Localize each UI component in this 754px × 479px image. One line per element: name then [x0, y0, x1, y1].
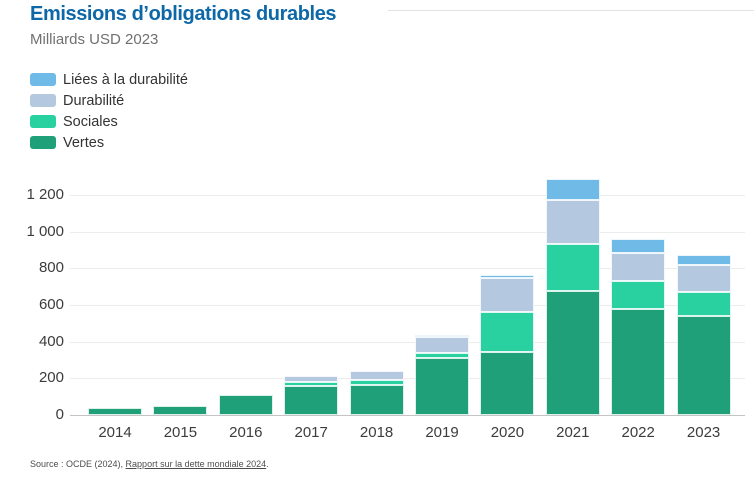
legend-item-0[interactable]: Liées à la durabilité [30, 69, 188, 90]
gridline-200 [70, 378, 745, 380]
legend-item-1[interactable]: Durabilité [30, 90, 188, 111]
legend-label: Sociales [63, 113, 118, 130]
chart-subtitle: Milliards USD 2023 [30, 31, 159, 48]
bar-2023 [676, 254, 731, 415]
top-border-line [388, 10, 754, 11]
bar-segment-2020-Durabilité[interactable] [480, 278, 535, 313]
bar-segment-2022-Durabilité[interactable] [611, 252, 666, 282]
bar-segment-2015-Vertes[interactable] [153, 405, 208, 415]
legend-swatch [30, 73, 56, 86]
legend-item-2[interactable]: Sociales [30, 111, 188, 132]
legend: Liées à la durabilité Durabilité Sociales V… [30, 69, 188, 153]
y-tick-label-600: 600 [38, 295, 64, 313]
legend-label: Vertes [63, 134, 105, 151]
bar-segment-2020-Liées à la durabilité[interactable] [480, 274, 535, 279]
bar-segment-2017-Durabilité[interactable] [284, 376, 339, 382]
bar-segment-2019-Vertes[interactable] [415, 358, 469, 415]
chart-title: Emissions d’obligations durables [30, 3, 337, 25]
bar-segment-2021-Durabilité[interactable] [545, 199, 600, 245]
x-axis-line [70, 415, 745, 416]
bar-segment-2014-Vertes[interactable] [88, 407, 142, 415]
bar-2020 [480, 274, 535, 415]
bar-segment-2019-Durabilité[interactable] [415, 337, 469, 353]
x-tick-label-2018: 2018 [359, 424, 394, 441]
bar-2017 [284, 376, 339, 415]
bar-segment-2018-Vertes[interactable] [349, 384, 404, 415]
gridline-800 [70, 268, 745, 270]
source-link[interactable]: Rapport sur la dette mondiale 2024 [125, 459, 267, 469]
source-prefix: Source : OCDE (2024), [30, 459, 126, 469]
x-tick-label-2023: 2023 [686, 424, 721, 441]
x-tick-label-2017: 2017 [294, 424, 328, 441]
gridline-1200 [70, 194, 745, 196]
gridline-600 [70, 304, 745, 306]
bar-segment-2021-Sociales[interactable] [545, 244, 600, 292]
bar-segment-2023-Durabilité[interactable] [676, 264, 731, 293]
x-tick-label-2019: 2019 [425, 424, 459, 441]
bar-segment-2017-Vertes[interactable] [284, 385, 339, 415]
x-tick-label-2021: 2021 [556, 424, 590, 441]
y-tick-label-1000: 1 000 [26, 222, 64, 240]
x-tick-label-2020: 2020 [490, 424, 525, 441]
y-tick-label-400: 400 [38, 332, 64, 350]
legend-swatch [30, 94, 56, 107]
bar-segment-2021-Liées à la durabilité[interactable] [545, 179, 600, 200]
x-tick-label-2016: 2016 [229, 424, 263, 441]
y-tick-label-200: 200 [38, 369, 64, 387]
bar-2019 [415, 335, 469, 415]
x-tick-label-2014: 2014 [98, 424, 132, 441]
legend-label: Durabilité [63, 92, 125, 109]
legend-item-3[interactable]: Vertes [30, 132, 188, 153]
bar-segment-2016-Vertes[interactable] [218, 394, 273, 415]
bar-2018 [349, 370, 404, 415]
y-tick-label-0: 0 [55, 406, 64, 423]
legend-swatch [30, 115, 56, 128]
x-tick-label-2022: 2022 [621, 424, 655, 441]
gridline-1000 [70, 231, 745, 233]
bar-2021 [545, 179, 600, 415]
bar-segment-2020-Vertes[interactable] [480, 351, 535, 415]
bar-2014 [88, 407, 142, 415]
bar-segment-2022-Sociales[interactable] [611, 281, 666, 309]
bar-segment-2018-Durabilité[interactable] [349, 370, 404, 381]
bar-segment-2017-Sociales[interactable] [284, 381, 339, 386]
bar-2022 [611, 238, 666, 415]
source-suffix: . [266, 459, 269, 469]
bar-2015 [153, 405, 208, 415]
bar-segment-2022-Vertes[interactable] [611, 308, 666, 415]
bar-segment-2022-Liées à la durabilité[interactable] [611, 238, 666, 253]
y-tick-label-800: 800 [38, 259, 64, 277]
bar-segment-2020-Sociales[interactable] [480, 312, 535, 352]
bar-segment-2021-Vertes[interactable] [545, 291, 600, 415]
bar-segment-2023-Liées à la durabilité[interactable] [676, 254, 731, 265]
bar-segment-2019-Liées à la durabilité[interactable] [415, 335, 469, 338]
bar-2016 [218, 394, 273, 415]
bar-segment-2023-Vertes[interactable] [676, 315, 731, 415]
y-tick-label-1200: 1 200 [26, 185, 64, 203]
legend-label: Liées à la durabilité [63, 71, 188, 88]
bar-segment-2023-Sociales[interactable] [676, 292, 731, 316]
bar-segment-2019-Sociales[interactable] [415, 352, 469, 359]
legend-swatch [30, 136, 56, 149]
source-note: Source : OCDE (2024), Rapport sur la det… [30, 459, 269, 469]
gridline-400 [70, 341, 745, 343]
bar-segment-2018-Sociales[interactable] [349, 380, 404, 385]
x-tick-label-2015: 2015 [163, 424, 198, 441]
